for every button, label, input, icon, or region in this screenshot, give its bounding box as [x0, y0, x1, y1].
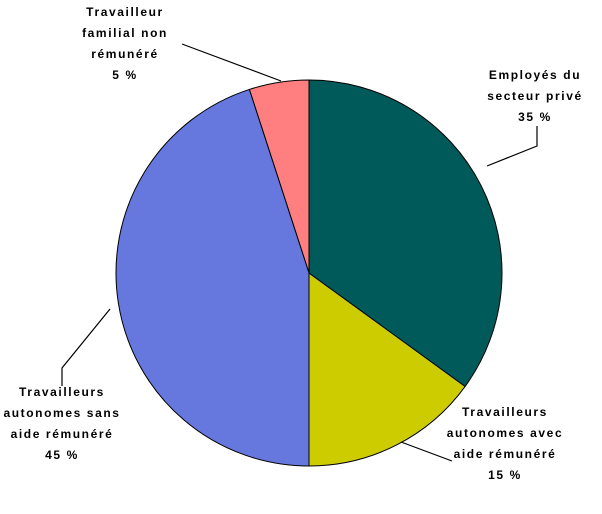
pie-slice — [308, 272, 466, 467]
value-label: 45 % — [45, 448, 79, 462]
slice-label: Travailleurs autonomes avec aide rémunér… — [430, 402, 580, 486]
category-label: Travailleur familial non rémunéré — [82, 5, 168, 61]
category-label: Travailleurs autonomes avec aide rémunér… — [446, 405, 564, 461]
pie-slice — [308, 79, 503, 388]
value-label: 15 % — [488, 468, 522, 482]
leader-line — [61, 308, 111, 386]
leader-line — [400, 441, 453, 462]
leader-line — [181, 43, 282, 82]
value-label: 5 % — [112, 68, 138, 82]
value-label: 35 % — [518, 110, 552, 124]
slice-label: Travailleurs autonomes sans aide rémunér… — [0, 382, 124, 466]
slice-label: Employés du secteur privé 35 % — [470, 65, 600, 128]
category-label: Employés du secteur privé — [487, 68, 583, 103]
category-label: Travailleurs autonomes sans aide rémunér… — [3, 385, 121, 441]
leader-line — [486, 126, 538, 167]
leader-lines — [61, 43, 538, 462]
slice-label: Travailleur familial non rémunéré 5 % — [60, 2, 190, 86]
pie-slice — [115, 88, 310, 467]
